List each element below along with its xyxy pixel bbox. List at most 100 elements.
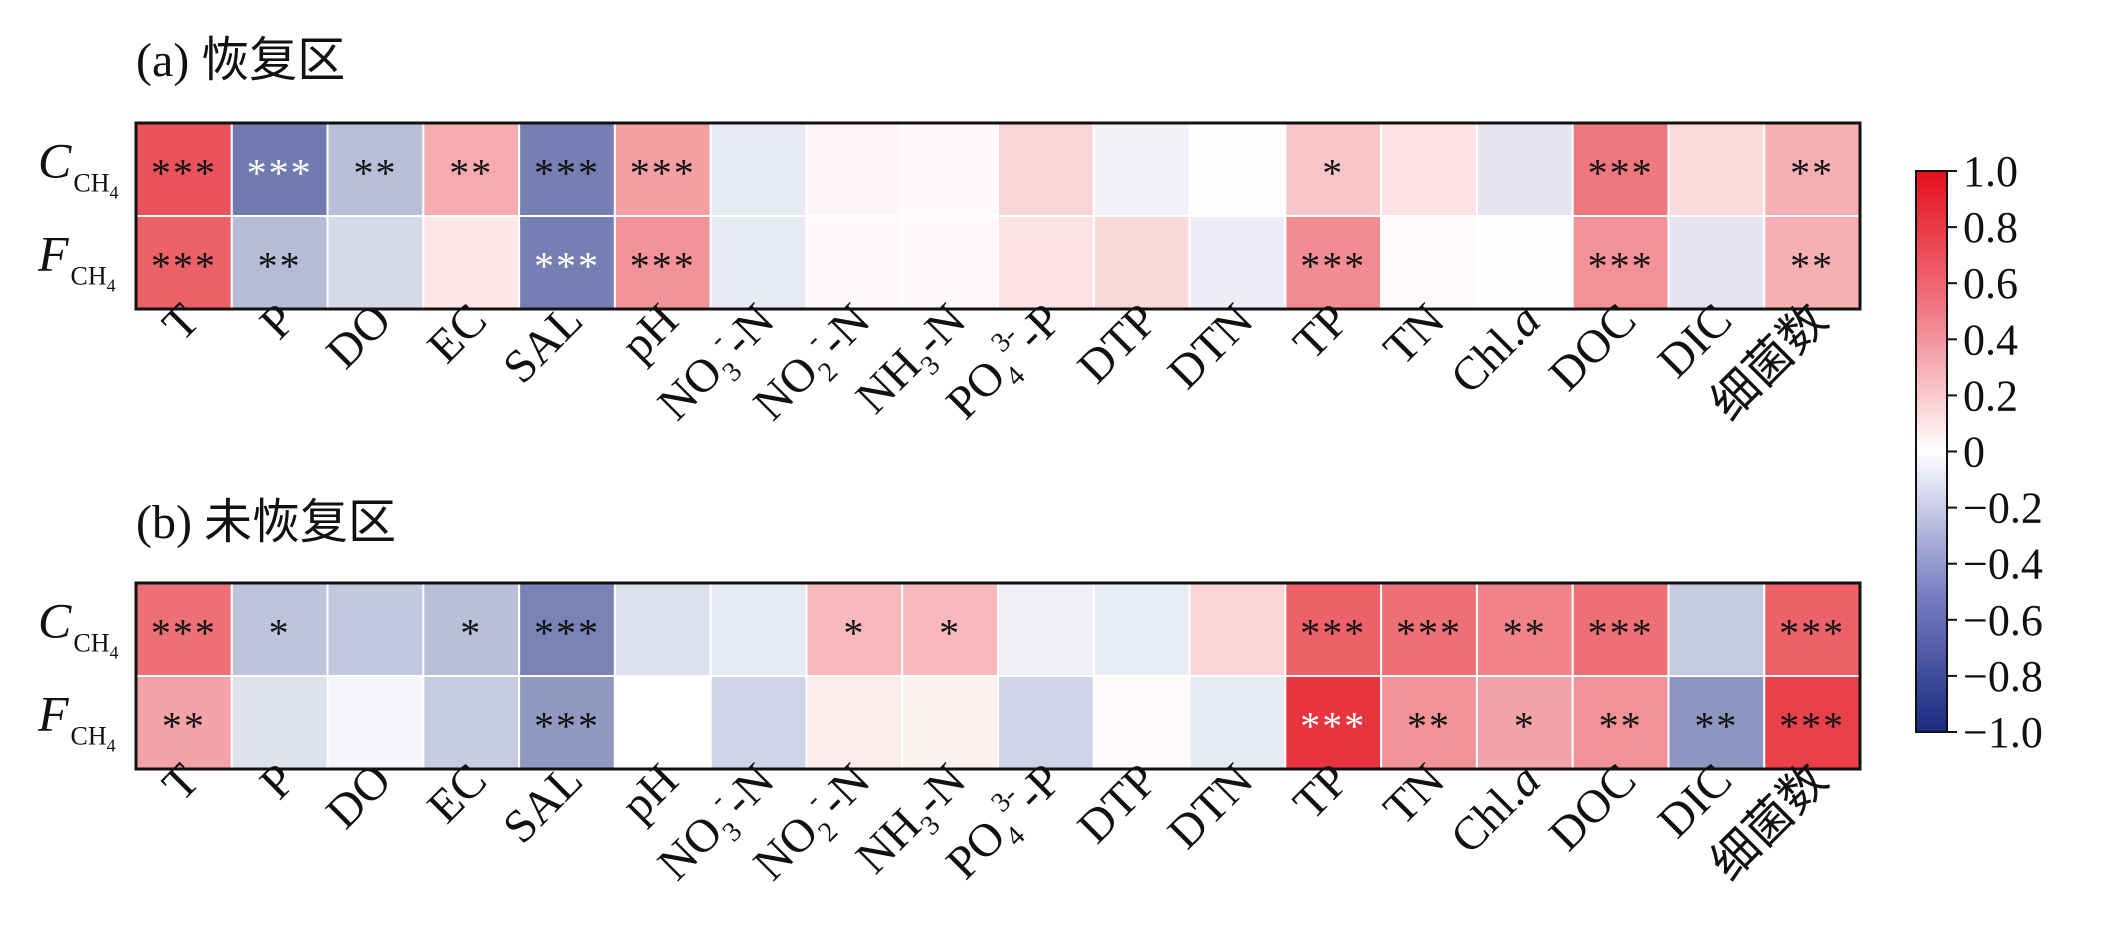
- heatmap-cell: [326, 675, 425, 770]
- significance-mark: ***: [1588, 151, 1654, 196]
- heatmap-cell: [805, 215, 904, 310]
- heatmap-cell: [1571, 675, 1670, 770]
- colorbar-tick-label: 0.6: [1963, 259, 2018, 308]
- heatmap-cell: [709, 582, 808, 677]
- significance-mark: **: [449, 151, 493, 196]
- significance-mark: ***: [1779, 611, 1845, 656]
- heatmap-cell: [709, 215, 808, 310]
- heatmap-cell: [901, 582, 1000, 677]
- heatmap-cell: [805, 122, 904, 217]
- heatmap-cell: [709, 675, 808, 770]
- heatmap-cell: [1380, 215, 1478, 310]
- heatmap-cell: [422, 215, 521, 310]
- heatmap-cell: [805, 675, 904, 770]
- significance-mark: ***: [1396, 611, 1462, 656]
- heatmap-cell: [1667, 122, 1766, 217]
- significance-mark: ***: [151, 151, 217, 196]
- significance-mark: ***: [630, 151, 696, 196]
- significance-mark: *: [939, 611, 961, 656]
- colorbar-gradient: [1915, 170, 1948, 733]
- significance-mark: ***: [534, 704, 600, 749]
- significance-mark: **: [162, 704, 206, 749]
- heatmap-cell: [709, 122, 808, 217]
- heatmap-cell: [422, 675, 521, 770]
- heatmap-cell: [1092, 215, 1191, 310]
- heatmap-cell: [1188, 215, 1287, 310]
- significance-mark: ***: [1779, 704, 1845, 749]
- colorbar-tick-label: 1.0: [1963, 147, 2018, 196]
- heatmap-panel-a: (a) 恢复区 *** *** ** ** *** *** * *** ***** ** *** **…: [37, 34, 1862, 430]
- heatmap-cell: [1284, 675, 1383, 770]
- heatmap-cell: [1763, 122, 1862, 217]
- significance-mark: *: [1514, 704, 1536, 749]
- significance-mark: ***: [151, 244, 217, 289]
- significance-mark: *: [269, 611, 291, 656]
- heatmap-cell: [1571, 582, 1670, 677]
- heatmap-cell: [901, 215, 1000, 310]
- panel-a-frame: [134, 121, 1862, 311]
- heatmap-cell: [1571, 122, 1670, 217]
- panel-b-row-labels: CCH4 FCH4: [37, 593, 118, 756]
- heatmap-cell: [997, 122, 1095, 217]
- heatmap-cell: [1188, 675, 1287, 770]
- significance-mark: ***: [534, 151, 600, 196]
- heatmap-cell: [1284, 215, 1383, 310]
- colorbar: 1.0 0.8 0.6 0.4 0.2 0 −0.2 −0.4 −0.6 −0.8 −1.0: [1915, 147, 2043, 757]
- heatmap-cell: [1380, 675, 1478, 770]
- significance-mark: ***: [630, 244, 696, 289]
- panel-b-significance-marks: *** * * *** * * *** *** ** *** ***** *** *** ** * ** ** *…: [151, 611, 1845, 749]
- significance-mark: **: [1407, 704, 1451, 749]
- panel-a-title: (a) 恢复区: [136, 34, 345, 87]
- heatmap-cell: [1763, 582, 1862, 677]
- heatmap-cell: [1763, 675, 1862, 770]
- colorbar-tick-label: 0.8: [1963, 203, 2018, 252]
- heatmap-cell: [1763, 215, 1862, 310]
- colorbar-tick-label: −0.6: [1963, 596, 2043, 645]
- significance-mark: *: [1322, 151, 1344, 196]
- heatmap-cell: [135, 675, 233, 770]
- significance-mark: ***: [534, 611, 600, 656]
- colorbar-tick-label: 0.2: [1963, 371, 2018, 420]
- heatmap-cell: [1188, 122, 1287, 217]
- heatmap-cell: [1667, 582, 1766, 677]
- row-label: CCH4: [38, 593, 118, 663]
- panel-a-significance-marks: *** *** ** ** *** *** * *** ***** ** *** *** *** *** *…: [151, 151, 1834, 289]
- heatmap-cell: [135, 215, 233, 310]
- significance-mark: *: [460, 611, 482, 656]
- heatmap-cell: [1475, 215, 1574, 310]
- heatmap-panel-b: (b) 未恢复区 *** * * *** * * *** *** ** *** ***** *** **…: [37, 496, 1862, 890]
- significance-mark: **: [1599, 704, 1643, 749]
- significance-mark: ***: [1300, 244, 1366, 289]
- heatmap-cell: [901, 122, 1000, 217]
- heatmap-cell: [1092, 675, 1191, 770]
- significance-mark: ***: [534, 244, 600, 289]
- heatmap-cell: [901, 675, 1000, 770]
- colorbar-tick-label: −1.0: [1963, 708, 2043, 757]
- heatmap-cell: [1188, 582, 1287, 677]
- significance-mark: ***: [1588, 244, 1654, 289]
- heatmap-cell: [1380, 122, 1478, 217]
- significance-mark: **: [1790, 244, 1834, 289]
- significance-mark: **: [1503, 611, 1547, 656]
- row-label: CCH4: [38, 133, 118, 203]
- row-label: FCH4: [37, 226, 116, 296]
- significance-mark: ***: [247, 151, 313, 196]
- significance-mark: ***: [1588, 611, 1654, 656]
- panel-a-cells: [135, 122, 1862, 310]
- significance-mark: **: [353, 151, 397, 196]
- panel-b-frame: [134, 581, 1862, 771]
- colorbar-tick-label: 0.4: [1963, 315, 2018, 364]
- significance-mark: ***: [1300, 611, 1366, 656]
- heatmap-cell: [326, 215, 425, 310]
- colorbar-tick-label: −0.8: [1963, 652, 2043, 701]
- heatmap-cell: [230, 215, 329, 310]
- colorbar-ticks: 1.0 0.8 0.6 0.4 0.2 0 −0.2 −0.4 −0.6 −0.8 −1.0: [1947, 147, 2043, 757]
- panel-b-title: (b) 未恢复区: [136, 496, 396, 549]
- significance-mark: ***: [151, 611, 217, 656]
- heatmap-cell: [518, 215, 616, 310]
- heatmap-cell: [1667, 215, 1766, 310]
- significance-mark: ***: [1300, 704, 1366, 749]
